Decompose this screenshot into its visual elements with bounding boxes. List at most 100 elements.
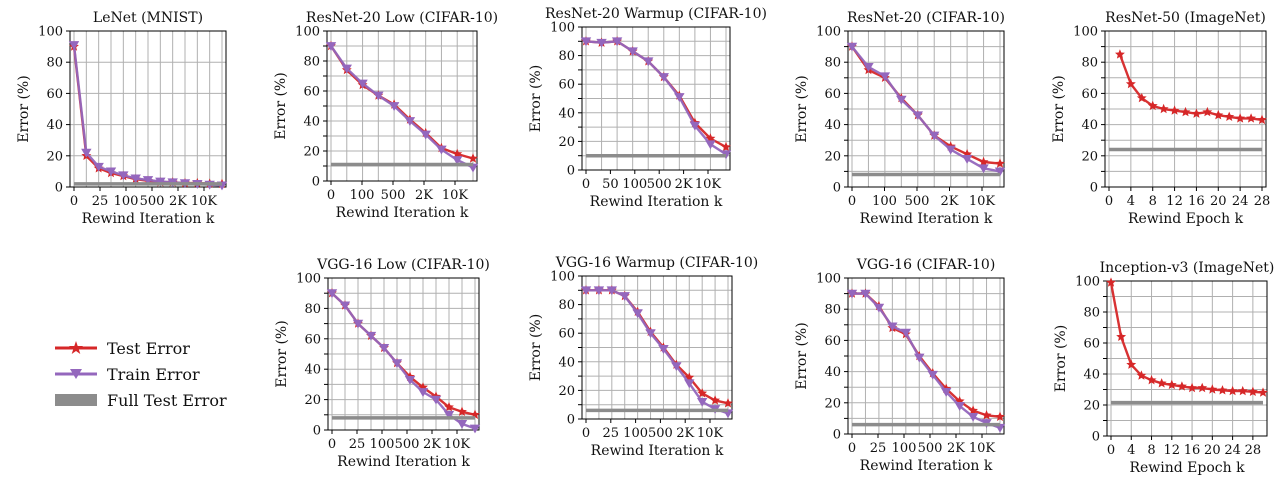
chart-6-train-error-point [430,395,442,405]
chart-4-ylabel: Error (%) [794,75,810,142]
chart-3-xlabel: Rewind Iteration k [590,194,723,210]
chart-5-xtick-label: 24 [1232,194,1249,209]
chart-7-train-error-point [632,309,643,319]
chart-7-train-error-point [619,292,630,301]
chart-1-train-error-point [105,167,117,177]
chart-1-train-error-point [155,177,166,187]
chart-4-ytick-label: 100 [816,25,841,40]
chart-3-frame [581,26,731,171]
chart-7-ylabel: Error (%) [528,314,544,381]
chart-4-ytick-label: 80 [824,56,841,71]
chart-9-test-error-point [1237,385,1248,396]
chart-6-test-error-point [444,402,454,412]
chart-5-xtick-label: 16 [1188,194,1205,209]
chart-8-xlabel: Rewind Iteration k [860,458,993,474]
chart-9-title: Inception-v3 (ImageNet) [1100,260,1275,276]
chart-3-xtick-label: 2K [675,177,693,192]
chart-6-ytick-label: 100 [296,272,321,287]
chart-5-ytick-label: 100 [1073,25,1098,40]
chart-7-ytick-label: 40 [558,355,575,370]
chart-5-ytick-label: 0 [1090,181,1098,196]
chart-8-title: VGG-16 (CIFAR-10) [856,257,996,273]
chart-5-ytick-label: 40 [1081,118,1098,133]
chart-4-train-error-point [863,62,874,72]
chart-2-train-error-point [420,130,431,140]
legend-full-test-error: Full Test Error [55,390,227,410]
chart-7-train-error-point [593,286,605,296]
chart-8-frame [847,277,1005,435]
chart-5-ytick-label: 60 [1081,87,1098,102]
chart-7-test-error-point [723,398,733,408]
chart-4-ytick-label: 20 [824,149,841,164]
chart-5-test-error-point [1125,78,1136,89]
chart-2-frame [326,30,478,182]
chart-9-test-error-point [1146,375,1157,385]
chart-3-train-error-point [689,121,701,131]
chart-1-train-error-point [93,162,104,172]
chart-3-ytick-label: 40 [558,106,575,121]
chart-8-xtick-label: 500 [918,441,943,456]
chart-3-title: ResNet-20 Warmup (CIFAR-10) [545,6,767,22]
chart-9-test-error-point [1258,387,1268,397]
chart-1-ytick-label: 100 [38,25,63,40]
chart-7-train-error-point [658,345,669,354]
chart-9-xtick-label: 12 [1164,443,1181,458]
chart-9-frame [1106,280,1268,437]
chart-5-xtick-label: 8 [1149,194,1157,209]
chart-2-test-error-point [452,148,463,159]
chart-2-ytick-label: 80 [303,55,320,70]
chart-8-ytick-label: 40 [824,365,841,380]
chart-9-test-error-point [1207,384,1218,394]
chart-8-test-error-point [995,411,1005,421]
chart-2-test-error-point [468,153,478,163]
chart-5-test-error-point [1147,100,1158,111]
chart-8-train-error-point [860,289,871,299]
chart-9-test-error-point [1156,378,1167,388]
chart-5-test-error-point [1213,110,1224,120]
chart-6-test-error-point [457,406,467,416]
chart-1-xtick-label: 500 [140,194,165,209]
legend: Test Error Train Error Full Test Error [55,338,245,414]
chart-4-xlabel: Rewind Iteration k [860,211,993,227]
chart-3-xtick-label: 10K [695,177,722,192]
chart-9-xlabel: Rewind Epoch k [1129,460,1245,476]
chart-3-xtick-label: 500 [647,177,672,192]
chart-2-xtick-label: 500 [381,188,406,203]
chart-1-xtick-label: 100 [114,194,139,209]
chart-3-ylabel: Error (%) [528,65,544,132]
chart-5-xtick-label: 4 [1127,194,1135,209]
chart-6-train-error-point [456,420,468,429]
chart-5-test-error-point [1115,49,1125,59]
chart-6-ytick-label: 0 [313,424,321,439]
chart-1-title: LeNet (MNIST) [93,10,203,26]
chart-7-xtick-label: 100 [623,426,648,441]
chart-1-train-error-point [130,174,141,184]
chart-3-train-error-point [705,140,716,150]
chart-7-title: VGG-16 Warmup (CIFAR-10) [555,255,759,271]
chart-8-xtick-label: 10K [969,441,996,456]
legend-test-error: Test Error [55,338,190,358]
chart-5-ylabel: Error (%) [1051,75,1067,142]
chart-8-train-error-point [927,370,938,380]
chart-1-xtick-label: 25 [92,194,109,209]
chart-9-ytick-label: 40 [1083,368,1100,383]
chart-1-ylabel: Error (%) [16,75,32,142]
legend-train-error: Train Error [55,364,200,384]
chart-9-ytick-label: 0 [1092,430,1100,445]
chart-3-train-error-point [674,93,685,103]
chart-4-train-error-point [896,95,907,105]
chart-5-xlabel: Rewind Epoch k [1128,211,1244,227]
chart-5-test-error-point [1169,105,1180,115]
chart-6-xtick-label: 25 [349,437,366,452]
chart-1-train-error-point [81,148,92,158]
chart-1-ytick-label: 0 [55,181,63,196]
chart-4-xtick-label: 2K [941,194,959,209]
chart-3-ytick-label: 60 [558,78,575,93]
chart-8-train-error-point [887,322,898,332]
chart-4-train-error-point [912,111,923,121]
chart-2-train-error-point [341,64,352,74]
chart-7-train-error-point [671,362,682,372]
chart-2-xtick-label: 10K [442,188,469,203]
chart-9-test-error-point [1187,382,1197,393]
